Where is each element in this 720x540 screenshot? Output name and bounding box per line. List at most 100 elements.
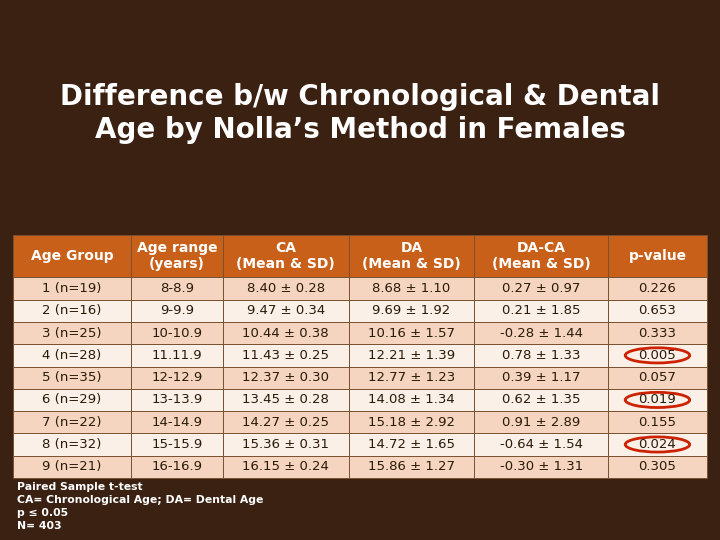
FancyBboxPatch shape [608, 300, 707, 322]
FancyBboxPatch shape [348, 322, 474, 345]
Text: DA
(Mean & SD): DA (Mean & SD) [362, 241, 461, 271]
Text: -0.28 ± 1.44: -0.28 ± 1.44 [500, 327, 582, 340]
Text: 8 (n=32): 8 (n=32) [42, 438, 102, 451]
Text: 16.15 ± 0.24: 16.15 ± 0.24 [242, 460, 329, 473]
FancyBboxPatch shape [131, 411, 222, 433]
FancyBboxPatch shape [348, 389, 474, 411]
FancyBboxPatch shape [131, 367, 222, 389]
Text: 9.69 ± 1.92: 9.69 ± 1.92 [372, 305, 451, 318]
Text: 0.019: 0.019 [639, 394, 676, 407]
FancyBboxPatch shape [608, 433, 707, 456]
Text: 0.21 ± 1.85: 0.21 ± 1.85 [502, 305, 580, 318]
Text: -0.64 ± 1.54: -0.64 ± 1.54 [500, 438, 582, 451]
Text: 7 (n=22): 7 (n=22) [42, 416, 102, 429]
FancyBboxPatch shape [474, 411, 608, 433]
Text: 14.72 ± 1.65: 14.72 ± 1.65 [368, 438, 455, 451]
Text: 14-14.9: 14-14.9 [151, 416, 202, 429]
FancyBboxPatch shape [474, 235, 608, 278]
FancyBboxPatch shape [348, 367, 474, 389]
FancyBboxPatch shape [222, 433, 348, 456]
FancyBboxPatch shape [13, 367, 131, 389]
FancyBboxPatch shape [348, 235, 474, 278]
FancyBboxPatch shape [131, 345, 222, 367]
Text: 0.333: 0.333 [639, 327, 677, 340]
Text: 11.11.9: 11.11.9 [152, 349, 202, 362]
Text: 0.305: 0.305 [639, 460, 676, 473]
Text: 9 (n=21): 9 (n=21) [42, 460, 102, 473]
FancyBboxPatch shape [348, 433, 474, 456]
Text: 8.40 ± 0.28: 8.40 ± 0.28 [246, 282, 325, 295]
Text: Age range
(years): Age range (years) [137, 241, 217, 271]
Text: 2 (n=16): 2 (n=16) [42, 305, 102, 318]
Text: 1 (n=19): 1 (n=19) [42, 282, 102, 295]
FancyBboxPatch shape [608, 278, 707, 300]
Text: 12.37 ± 0.30: 12.37 ± 0.30 [242, 371, 329, 384]
Text: 8.68 ± 1.10: 8.68 ± 1.10 [372, 282, 451, 295]
FancyBboxPatch shape [222, 235, 348, 278]
FancyBboxPatch shape [608, 345, 707, 367]
Text: 14.08 ± 1.34: 14.08 ± 1.34 [368, 394, 455, 407]
FancyBboxPatch shape [222, 456, 348, 478]
Text: 5 (n=35): 5 (n=35) [42, 371, 102, 384]
FancyBboxPatch shape [474, 456, 608, 478]
FancyBboxPatch shape [348, 278, 474, 300]
Text: Difference b/w Chronological & Dental
Age by Nolla’s Method in Females: Difference b/w Chronological & Dental Ag… [60, 83, 660, 144]
FancyBboxPatch shape [13, 433, 131, 456]
Text: 0.91 ± 2.89: 0.91 ± 2.89 [502, 416, 580, 429]
Text: 9.47 ± 0.34: 9.47 ± 0.34 [246, 305, 325, 318]
FancyBboxPatch shape [608, 411, 707, 433]
Text: 13-13.9: 13-13.9 [151, 394, 202, 407]
Text: 16-16.9: 16-16.9 [151, 460, 202, 473]
Text: 14.27 ± 0.25: 14.27 ± 0.25 [242, 416, 329, 429]
Text: 0.78 ± 1.33: 0.78 ± 1.33 [502, 349, 580, 362]
FancyBboxPatch shape [608, 389, 707, 411]
FancyBboxPatch shape [474, 322, 608, 345]
Text: 10.44 ± 0.38: 10.44 ± 0.38 [243, 327, 329, 340]
FancyBboxPatch shape [222, 389, 348, 411]
Text: 12.21 ± 1.39: 12.21 ± 1.39 [368, 349, 455, 362]
FancyBboxPatch shape [13, 389, 131, 411]
FancyBboxPatch shape [348, 456, 474, 478]
Text: 8-8.9: 8-8.9 [160, 282, 194, 295]
Text: 0.005: 0.005 [639, 349, 676, 362]
FancyBboxPatch shape [608, 367, 707, 389]
FancyBboxPatch shape [131, 389, 222, 411]
FancyBboxPatch shape [474, 367, 608, 389]
Text: 12-12.9: 12-12.9 [151, 371, 202, 384]
Text: 0.653: 0.653 [639, 305, 676, 318]
FancyBboxPatch shape [131, 300, 222, 322]
FancyBboxPatch shape [13, 300, 131, 322]
FancyBboxPatch shape [131, 235, 222, 278]
Text: 15.86 ± 1.27: 15.86 ± 1.27 [368, 460, 455, 473]
FancyBboxPatch shape [608, 322, 707, 345]
FancyBboxPatch shape [13, 322, 131, 345]
FancyBboxPatch shape [474, 389, 608, 411]
Text: 10-10.9: 10-10.9 [151, 327, 202, 340]
Text: 0.024: 0.024 [639, 438, 676, 451]
FancyBboxPatch shape [608, 456, 707, 478]
FancyBboxPatch shape [222, 367, 348, 389]
Text: DA-CA
(Mean & SD): DA-CA (Mean & SD) [492, 241, 590, 271]
Text: 3 (n=25): 3 (n=25) [42, 327, 102, 340]
Text: CA
(Mean & SD): CA (Mean & SD) [236, 241, 335, 271]
FancyBboxPatch shape [474, 300, 608, 322]
FancyBboxPatch shape [348, 345, 474, 367]
Text: 15-15.9: 15-15.9 [151, 438, 202, 451]
Text: 13.45 ± 0.28: 13.45 ± 0.28 [242, 394, 329, 407]
Text: 10.16 ± 1.57: 10.16 ± 1.57 [368, 327, 455, 340]
Text: 4 (n=28): 4 (n=28) [42, 349, 102, 362]
Text: 0.27 ± 0.97: 0.27 ± 0.97 [502, 282, 580, 295]
FancyBboxPatch shape [222, 345, 348, 367]
Text: p-value: p-value [629, 249, 687, 263]
Text: 0.155: 0.155 [639, 416, 677, 429]
Text: 15.36 ± 0.31: 15.36 ± 0.31 [242, 438, 329, 451]
FancyBboxPatch shape [474, 278, 608, 300]
FancyBboxPatch shape [13, 456, 131, 478]
Text: 9-9.9: 9-9.9 [160, 305, 194, 318]
Text: 11.43 ± 0.25: 11.43 ± 0.25 [242, 349, 329, 362]
Text: 12.77 ± 1.23: 12.77 ± 1.23 [368, 371, 455, 384]
Text: Paired Sample t-test
CA= Chronological Age; DA= Dental Age
p ≤ 0.05
N= 403: Paired Sample t-test CA= Chronological A… [17, 482, 263, 531]
Text: Age Group: Age Group [31, 249, 113, 263]
FancyBboxPatch shape [13, 278, 131, 300]
Text: 0.226: 0.226 [639, 282, 676, 295]
